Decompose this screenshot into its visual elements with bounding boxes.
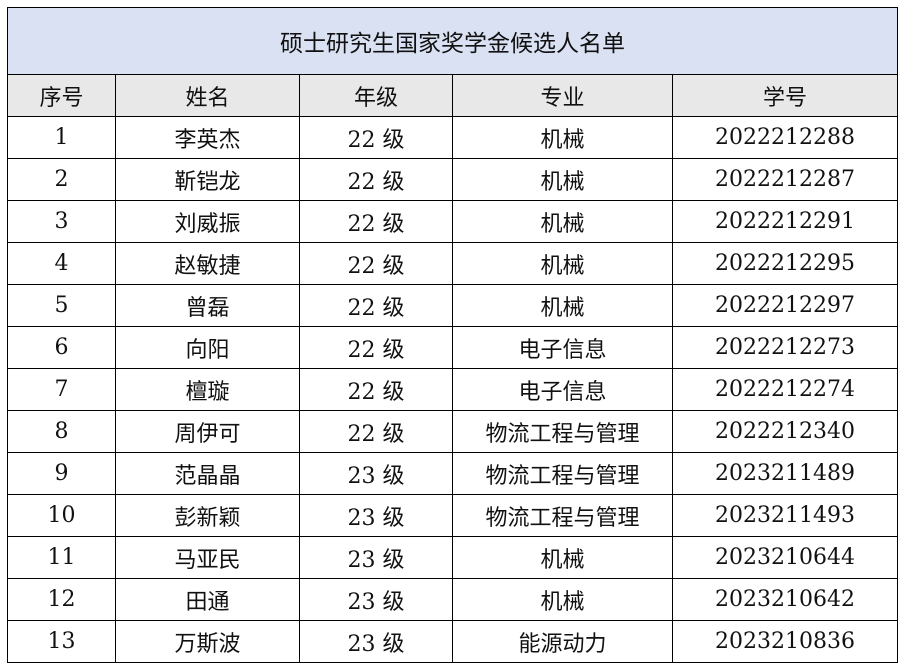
cell-student-id: 2022212295 — [671, 242, 899, 285]
cell-student-id: 2023210836 — [671, 620, 899, 663]
header-name: 姓名 — [115, 74, 300, 117]
cell-student-id: 2023210644 — [671, 536, 899, 579]
cell-student-id: 2023211493 — [671, 494, 899, 537]
cell-name: 刘威振 — [115, 200, 300, 243]
table-row: 8 周伊可 22 级物流工程与管理 2022212340 — [7, 410, 899, 453]
cell-student-id: 2022212291 — [671, 200, 899, 243]
cell-name: 檀璇 — [115, 368, 300, 411]
cell-name: 田通 — [115, 578, 300, 621]
cell-name: 曾磊 — [115, 284, 300, 327]
cell-grade: 22 级 — [299, 284, 453, 327]
cell-name: 李英杰 — [115, 116, 300, 159]
table-row: 2 靳铠龙 22 级机械 2022212287 — [7, 158, 899, 201]
cell-name: 马亚民 — [115, 536, 300, 579]
cell-index: 7 — [7, 368, 116, 411]
cell-major: 物流工程与管理 — [452, 452, 673, 495]
cell-grade: 22 级 — [299, 326, 453, 369]
header-student-id: 学号 — [671, 74, 899, 117]
cell-major: 机械 — [452, 116, 673, 159]
cell-student-id: 2022212340 — [671, 410, 899, 453]
cell-major: 电子信息 — [452, 368, 673, 411]
table-row: 9 范晶晶 23 级物流工程与管理 2023211489 — [7, 452, 899, 495]
cell-grade: 22 级 — [299, 200, 453, 243]
header-index: 序号 — [7, 74, 116, 117]
cell-grade: 23 级 — [299, 536, 453, 579]
cell-student-id: 2022212288 — [671, 116, 899, 159]
cell-index: 2 — [7, 158, 116, 201]
cell-major: 机械 — [452, 242, 673, 285]
cell-index: 9 — [7, 452, 116, 495]
cell-student-id: 2023211489 — [671, 452, 899, 495]
table-row: 5 曾磊 22 级机械 2022212297 — [7, 284, 899, 327]
table-row: 3 刘威振 22 级机械 2022212291 — [7, 200, 899, 243]
table-row: 6 向阳 22 级电子信息 2022212273 — [7, 326, 899, 369]
cell-name: 赵敏捷 — [115, 242, 300, 285]
table-row: 1 李英杰 22 级机械 2022212288 — [7, 116, 899, 159]
cell-index: 1 — [7, 116, 116, 159]
cell-name: 彭新颖 — [115, 494, 300, 537]
table-title: 硕士研究生国家奖学金候选人名单 — [6, 7, 899, 75]
cell-major: 电子信息 — [452, 326, 673, 369]
cell-name: 向阳 — [115, 326, 300, 369]
cell-index: 10 — [7, 494, 116, 537]
cell-name: 周伊可 — [115, 410, 300, 453]
table-row: 7 檀璇 22 级电子信息 2022212274 — [7, 368, 899, 411]
cell-grade: 23 级 — [299, 620, 453, 663]
header-row: 序号 姓名 年级 专业 学号 — [7, 74, 899, 117]
cell-student-id: 2022212297 — [671, 284, 899, 327]
candidate-table: 硕士研究生国家奖学金候选人名单 序号 姓名 年级 专业 学号 1 李英杰 22 级机… — [6, 7, 899, 663]
cell-grade: 22 级 — [299, 410, 453, 453]
cell-name: 万斯波 — [115, 620, 300, 663]
cell-index: 8 — [7, 410, 116, 453]
table-row: 4 赵敏捷 22 级机械 2022212295 — [7, 242, 899, 285]
table-row: 10 彭新颖 23 级物流工程与管理 2023211493 — [7, 494, 899, 537]
cell-name: 靳铠龙 — [115, 158, 300, 201]
cell-index: 11 — [7, 536, 116, 579]
cell-grade: 22 级 — [299, 116, 453, 159]
cell-major: 物流工程与管理 — [452, 494, 673, 537]
cell-student-id: 2023210642 — [671, 578, 899, 621]
table-row: 11 马亚民 23 级机械 2023210644 — [7, 536, 899, 579]
cell-major: 机械 — [452, 158, 673, 201]
cell-index: 3 — [7, 200, 116, 243]
cell-grade: 22 级 — [299, 368, 453, 411]
title-row: 硕士研究生国家奖学金候选人名单 — [6, 7, 899, 75]
cell-student-id: 2022212274 — [671, 368, 899, 411]
cell-index: 13 — [7, 620, 116, 663]
cell-grade: 22 级 — [299, 158, 453, 201]
cell-grade: 23 级 — [299, 578, 453, 621]
cell-student-id: 2022212273 — [671, 326, 899, 369]
cell-major: 机械 — [452, 536, 673, 579]
cell-name: 范晶晶 — [115, 452, 300, 495]
cell-major: 能源动力 — [452, 620, 673, 663]
table-row: 13 万斯波 23 级能源动力 2023210836 — [7, 620, 899, 663]
cell-index: 5 — [7, 284, 116, 327]
cell-student-id: 2022212287 — [671, 158, 899, 201]
cell-major: 物流工程与管理 — [452, 410, 673, 453]
cell-major: 机械 — [452, 284, 673, 327]
header-grade: 年级 — [299, 74, 453, 117]
cell-major: 机械 — [452, 578, 673, 621]
cell-major: 机械 — [452, 200, 673, 243]
cell-index: 12 — [7, 578, 116, 621]
table-row: 12 田通 23 级机械 2023210642 — [7, 578, 899, 621]
cell-grade: 23 级 — [299, 452, 453, 495]
cell-grade: 23 级 — [299, 494, 453, 537]
cell-grade: 22 级 — [299, 242, 453, 285]
cell-index: 6 — [7, 326, 116, 369]
cell-index: 4 — [7, 242, 116, 285]
header-major: 专业 — [452, 74, 673, 117]
